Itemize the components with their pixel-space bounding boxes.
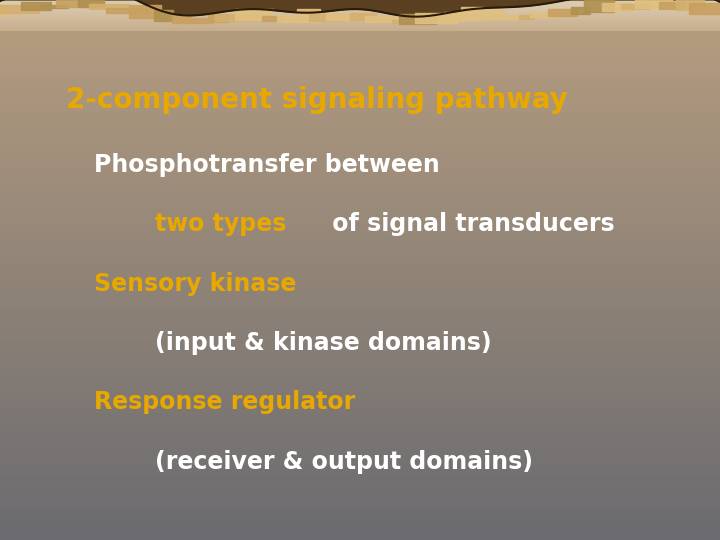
Bar	[659, 2, 684, 9]
Bar	[187, 18, 212, 23]
Bar	[462, 7, 482, 20]
Text: (input & kinase domains): (input & kinase domains)	[155, 331, 492, 355]
Bar	[276, 15, 304, 22]
Bar	[688, 3, 720, 14]
Polygon shape	[0, 0, 720, 17]
Bar	[22, 2, 51, 10]
Text: Phosphotransfer between: Phosphotransfer between	[94, 153, 439, 177]
Bar	[263, 16, 282, 21]
Bar	[585, 0, 613, 12]
Bar	[675, 0, 703, 10]
Bar	[392, 19, 407, 23]
Text: Response regulator: Response regulator	[94, 390, 355, 414]
Bar	[78, 0, 104, 8]
Bar	[0, 5, 9, 16]
Bar	[326, 14, 364, 21]
Bar	[153, 10, 173, 21]
Text: 2-component signaling pathway: 2-component signaling pathway	[66, 86, 568, 114]
Bar	[399, 14, 436, 24]
Bar	[172, 15, 191, 23]
Bar	[415, 13, 456, 23]
Text: of signal transducers: of signal transducers	[324, 212, 615, 236]
Bar	[55, 0, 89, 7]
Bar	[518, 15, 534, 18]
Bar	[309, 14, 344, 21]
Bar	[297, 9, 320, 22]
Bar	[215, 14, 257, 21]
Bar	[130, 5, 161, 18]
Bar	[89, 4, 129, 10]
Bar	[621, 4, 649, 9]
Text: (receiver & output domains): (receiver & output domains)	[155, 450, 533, 474]
Bar	[548, 9, 577, 16]
Text: Sensory kinase: Sensory kinase	[94, 272, 296, 295]
Bar	[350, 13, 377, 20]
Bar	[603, 3, 632, 11]
Bar	[489, 15, 528, 19]
Bar	[207, 14, 228, 22]
Bar	[444, 12, 463, 22]
Bar	[235, 9, 274, 20]
Bar	[0, 0, 720, 5]
Text: two types: two types	[155, 212, 286, 236]
Bar	[571, 7, 590, 14]
Bar	[477, 10, 504, 19]
Bar	[635, 0, 672, 8]
Bar	[0, 5, 40, 13]
Bar	[364, 16, 398, 22]
Bar	[41, 5, 68, 8]
Bar	[531, 14, 559, 17]
Bar	[107, 8, 148, 14]
